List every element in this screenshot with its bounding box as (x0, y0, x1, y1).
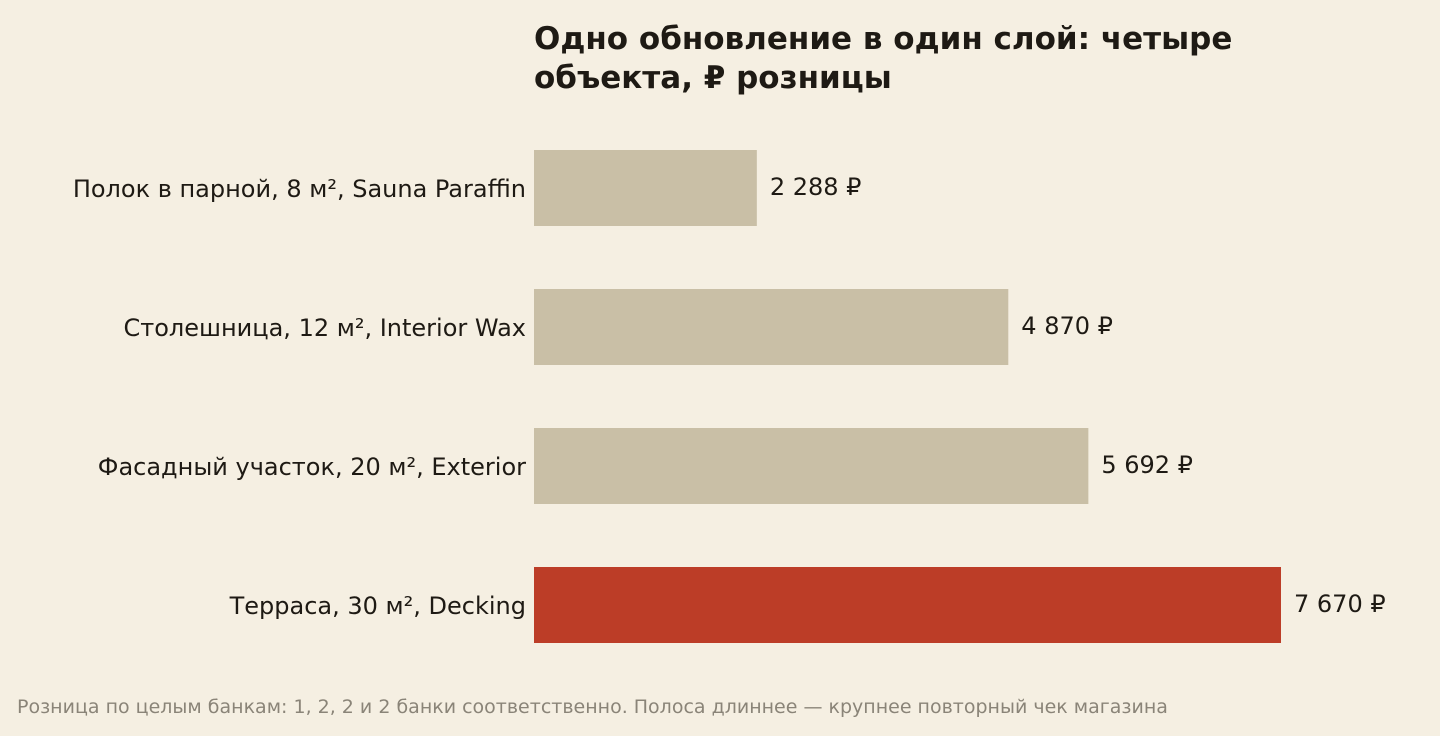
bar (534, 289, 1009, 365)
bar (534, 567, 1281, 643)
category-label: Полок в парной, 8 м², Sauna Paraffin (73, 175, 526, 203)
value-label: 5 692 ₽ (1101, 451, 1193, 479)
bar (534, 428, 1089, 504)
category-label: Столешница, 12 м², Interior Wax (123, 314, 526, 342)
bar (534, 150, 757, 226)
value-label: 4 870 ₽ (1021, 312, 1113, 340)
value-label: 7 670 ₽ (1294, 590, 1386, 618)
category-label: Фасадный участок, 20 м², Exterior (98, 453, 526, 481)
chart-title: Одно обновление в один слой: четыре объе… (534, 21, 1233, 96)
value-label: 2 288 ₽ (770, 173, 862, 201)
category-label: Терраса, 30 м², Decking (229, 592, 526, 620)
footnote: Розница по целым банкам: 1, 2, 2 и 2 бан… (17, 696, 1168, 718)
